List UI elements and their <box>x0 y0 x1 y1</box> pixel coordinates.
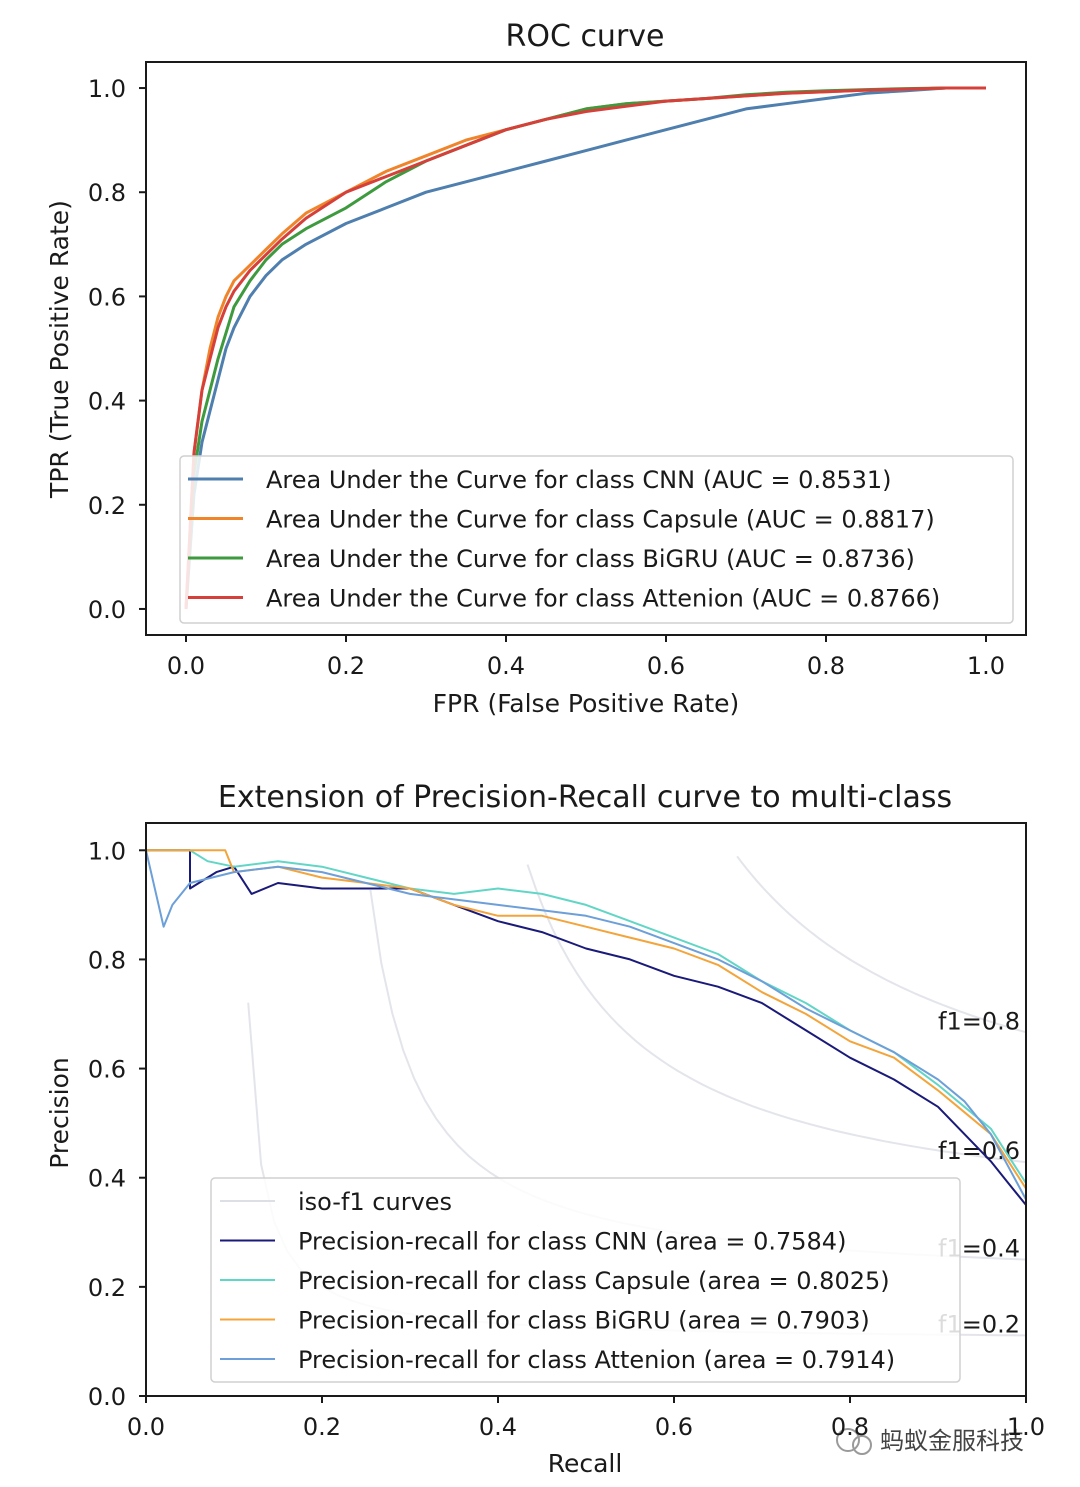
series-line-2 <box>146 849 1027 1190</box>
y-tick-label: 0.4 <box>88 388 126 416</box>
x-tick-label: 0.6 <box>647 652 685 680</box>
roc-chart: ROC curve FPR (False Positive Rate) TPR … <box>45 19 1027 718</box>
series-line-3 <box>145 850 1027 1200</box>
series-line-3 <box>184 86 986 610</box>
y-tick-label: 0.6 <box>88 283 126 311</box>
legend-label-1: Area Under the Curve for class Capsule (… <box>266 506 935 534</box>
iso-f1-curve-2 <box>526 864 1027 1164</box>
series-line-1 <box>146 849 1027 1184</box>
series-line-0 <box>184 86 986 610</box>
legend-label-3: Precision-recall for class BiGRU (area =… <box>298 1307 870 1335</box>
x-tick-label: 0.0 <box>127 1413 165 1441</box>
legend-label-3: Area Under the Curve for class Attenion … <box>266 585 940 613</box>
roc-legend-box <box>179 455 1014 624</box>
watermark: 蚂蚁金服科技 <box>836 1427 1024 1455</box>
wechat-icon-bubble <box>852 1435 872 1455</box>
y-tick-label: 1.0 <box>88 75 126 103</box>
pr-chart: Extension of Precision-Recall curve to m… <box>45 780 1027 1478</box>
pr-x-axis-label: Recall <box>548 1449 623 1478</box>
x-tick-label: 0.4 <box>487 652 525 680</box>
iso-f1-label-3: f1=0.8 <box>938 1007 1020 1035</box>
roc-title: ROC curve <box>506 19 665 54</box>
y-tick-label: 0.0 <box>88 596 126 624</box>
x-tick-label: 1.0 <box>1007 1413 1045 1441</box>
series-line-0 <box>146 849 1027 1206</box>
y-tick-label: 0.4 <box>88 1165 126 1193</box>
x-tick-label: 0.4 <box>479 1413 517 1441</box>
x-tick-label: 0.8 <box>807 652 845 680</box>
x-tick-label: 1.0 <box>967 652 1005 680</box>
legend-label-0: Area Under the Curve for class CNN (AUC … <box>266 466 892 494</box>
roc-plot-frame <box>145 61 1027 636</box>
watermark-text: 蚂蚁金服科技 <box>880 1427 1024 1455</box>
y-tick-label: 0.8 <box>88 179 126 207</box>
roc-marks <box>184 86 986 610</box>
x-tick-label: 0.0 <box>167 652 205 680</box>
legend-label-4: Precision-recall for class Attenion (are… <box>298 1346 895 1374</box>
roc-legend: Area Under the Curve for class CNN (AUC … <box>179 455 1014 624</box>
roc-y-axis-label: TPR (True Positive Rate) <box>45 200 74 499</box>
pr-marks <box>145 849 1027 1206</box>
legend-label-2: Precision-recall for class Capsule (area… <box>298 1267 890 1295</box>
pr-plot-frame <box>145 822 1027 1397</box>
x-tick-label: 0.2 <box>327 652 365 680</box>
wechat-icon <box>836 1428 860 1452</box>
pr-y-axis-label: Precision <box>45 1057 74 1169</box>
pr-title: Extension of Precision-Recall curve to m… <box>218 780 952 815</box>
legend-label-2: Area Under the Curve for class BiGRU (AU… <box>266 545 915 573</box>
x-tick-label: 0.2 <box>303 1413 341 1441</box>
y-tick-label: 1.0 <box>88 837 126 865</box>
iso-f1-curve-3 <box>736 855 1027 1034</box>
x-tick-label: 0.8 <box>831 1413 869 1441</box>
y-tick-label: 0.8 <box>88 946 126 974</box>
y-tick-label: 0.6 <box>88 1056 126 1084</box>
pr-legend-box <box>210 1177 961 1383</box>
roc-x-axis-label: FPR (False Positive Rate) <box>433 689 740 718</box>
y-tick-label: 0.2 <box>88 1274 126 1302</box>
x-tick-label: 0.6 <box>655 1413 693 1441</box>
y-tick-label: 0.0 <box>88 1383 126 1411</box>
pr-legend: iso-f1 curves Precision-recall for class … <box>210 1177 961 1383</box>
y-tick-label: 0.2 <box>88 492 126 520</box>
legend-label-1: Precision-recall for class CNN (area = 0… <box>298 1228 846 1256</box>
legend-label-0: iso-f1 curves <box>298 1188 452 1216</box>
